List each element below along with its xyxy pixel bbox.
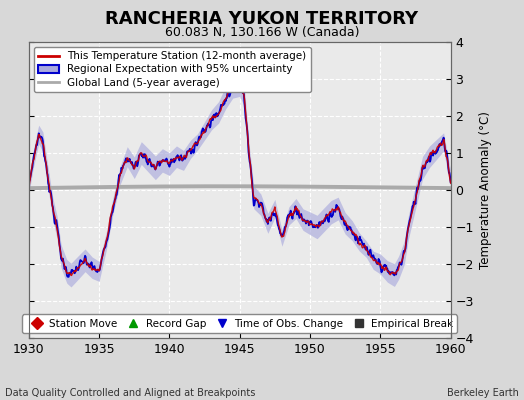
Text: Berkeley Earth: Berkeley Earth: [447, 388, 519, 398]
Legend: Station Move, Record Gap, Time of Obs. Change, Empirical Break: Station Move, Record Gap, Time of Obs. C…: [22, 314, 457, 333]
Y-axis label: Temperature Anomaly (°C): Temperature Anomaly (°C): [479, 111, 493, 269]
Text: 60.083 N, 130.166 W (Canada): 60.083 N, 130.166 W (Canada): [165, 26, 359, 39]
Text: Data Quality Controlled and Aligned at Breakpoints: Data Quality Controlled and Aligned at B…: [5, 388, 256, 398]
Text: RANCHERIA YUKON TERRITORY: RANCHERIA YUKON TERRITORY: [105, 10, 419, 28]
